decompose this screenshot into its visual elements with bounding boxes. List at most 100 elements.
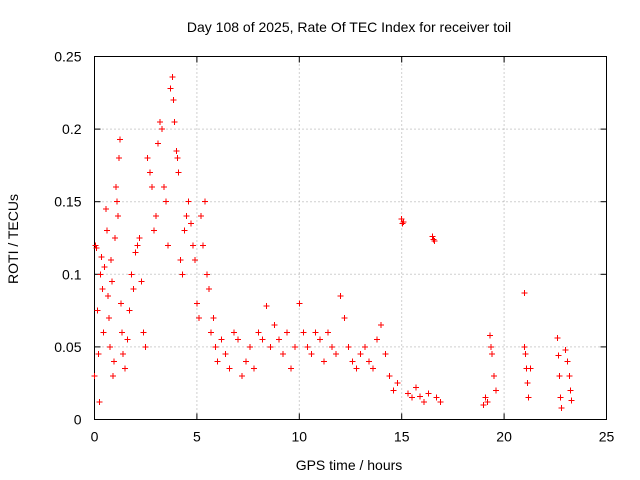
data-point [206, 285, 213, 292]
data-point [111, 235, 118, 241]
data-point [429, 233, 436, 240]
data-point [159, 126, 166, 133]
data-point [490, 372, 497, 379]
data-point [524, 380, 531, 387]
data-point [95, 351, 102, 358]
data-point [484, 399, 491, 406]
data-point [386, 372, 393, 379]
data-point [357, 351, 364, 358]
data-point [482, 394, 489, 401]
data-point [337, 293, 344, 300]
y-tick-label: 0.25 [54, 49, 81, 65]
data-point [92, 242, 99, 249]
data-point [521, 290, 528, 297]
data-point [568, 397, 575, 404]
data-point [243, 358, 250, 365]
data-point [341, 314, 348, 321]
data-point [365, 358, 372, 365]
data-points [91, 73, 575, 411]
data-point [214, 358, 221, 365]
data-point [119, 329, 126, 336]
data-point [93, 245, 100, 252]
data-point [522, 351, 529, 358]
data-point [320, 358, 327, 365]
data-point [204, 271, 211, 278]
data-point [99, 285, 106, 292]
data-point [175, 169, 182, 176]
data-point [566, 372, 573, 379]
data-point [170, 97, 177, 104]
chart-title: Day 108 of 2025, Rate Of TEC Index for r… [187, 19, 511, 35]
data-point [288, 365, 295, 372]
data-point [109, 372, 116, 379]
data-point [284, 329, 291, 336]
data-point [230, 329, 237, 336]
data-point [98, 253, 105, 260]
x-tick-label: 10 [292, 429, 308, 445]
data-point [106, 343, 113, 350]
data-point [345, 343, 352, 350]
data-point [118, 300, 125, 307]
data-point [132, 249, 139, 256]
data-point [115, 213, 122, 220]
data-point [404, 390, 411, 397]
y-tick-label: 0 [74, 412, 82, 428]
data-point [487, 343, 494, 350]
data-point [116, 155, 123, 162]
grid [94, 56, 607, 420]
data-point [122, 365, 129, 372]
data-point [152, 213, 159, 220]
data-point [218, 336, 225, 343]
data-point [157, 118, 164, 125]
data-point [316, 336, 323, 343]
data-point [179, 271, 186, 278]
axis-ticks: 0 5 10 15 20 25 0 0.05 0.1 0.15 0.2 0.25 [54, 49, 614, 445]
plot-frame [94, 56, 607, 420]
x-tick-label: 0 [91, 429, 99, 445]
data-point [292, 343, 299, 350]
data-point [103, 227, 110, 234]
data-point [102, 205, 109, 212]
data-point [126, 307, 133, 314]
data-point [195, 314, 202, 321]
data-point [171, 118, 178, 125]
data-point [554, 335, 561, 342]
data-point [430, 236, 437, 243]
data-point [382, 351, 389, 358]
data-point [104, 293, 111, 300]
data-point [181, 227, 188, 234]
data-point [148, 184, 155, 191]
data-point [555, 352, 562, 359]
y-tick-label: 0.2 [62, 121, 82, 137]
data-point [263, 303, 270, 310]
data-point [163, 198, 170, 205]
data-point [308, 351, 315, 358]
data-point [222, 351, 229, 358]
data-point [431, 237, 438, 244]
data-point [167, 85, 174, 92]
data-point [124, 336, 131, 343]
data-point [185, 198, 192, 205]
data-point [169, 73, 176, 80]
data-point [399, 220, 406, 227]
data-point [189, 242, 196, 249]
data-point [361, 343, 368, 350]
data-point [349, 358, 356, 365]
data-point [374, 336, 381, 343]
data-point [210, 314, 217, 321]
data-point [558, 404, 565, 411]
data-point [488, 351, 495, 358]
data-point [130, 285, 137, 292]
x-tick-label: 20 [496, 429, 512, 445]
data-point [433, 394, 440, 401]
data-point [333, 351, 340, 358]
data-point [142, 343, 149, 350]
data-point [304, 343, 311, 350]
data-point [480, 401, 487, 408]
data-point [557, 394, 564, 401]
data-point [353, 365, 360, 372]
data-point [202, 198, 209, 205]
data-point [259, 336, 266, 343]
x-tick-label: 5 [193, 429, 201, 445]
data-point [174, 155, 181, 162]
